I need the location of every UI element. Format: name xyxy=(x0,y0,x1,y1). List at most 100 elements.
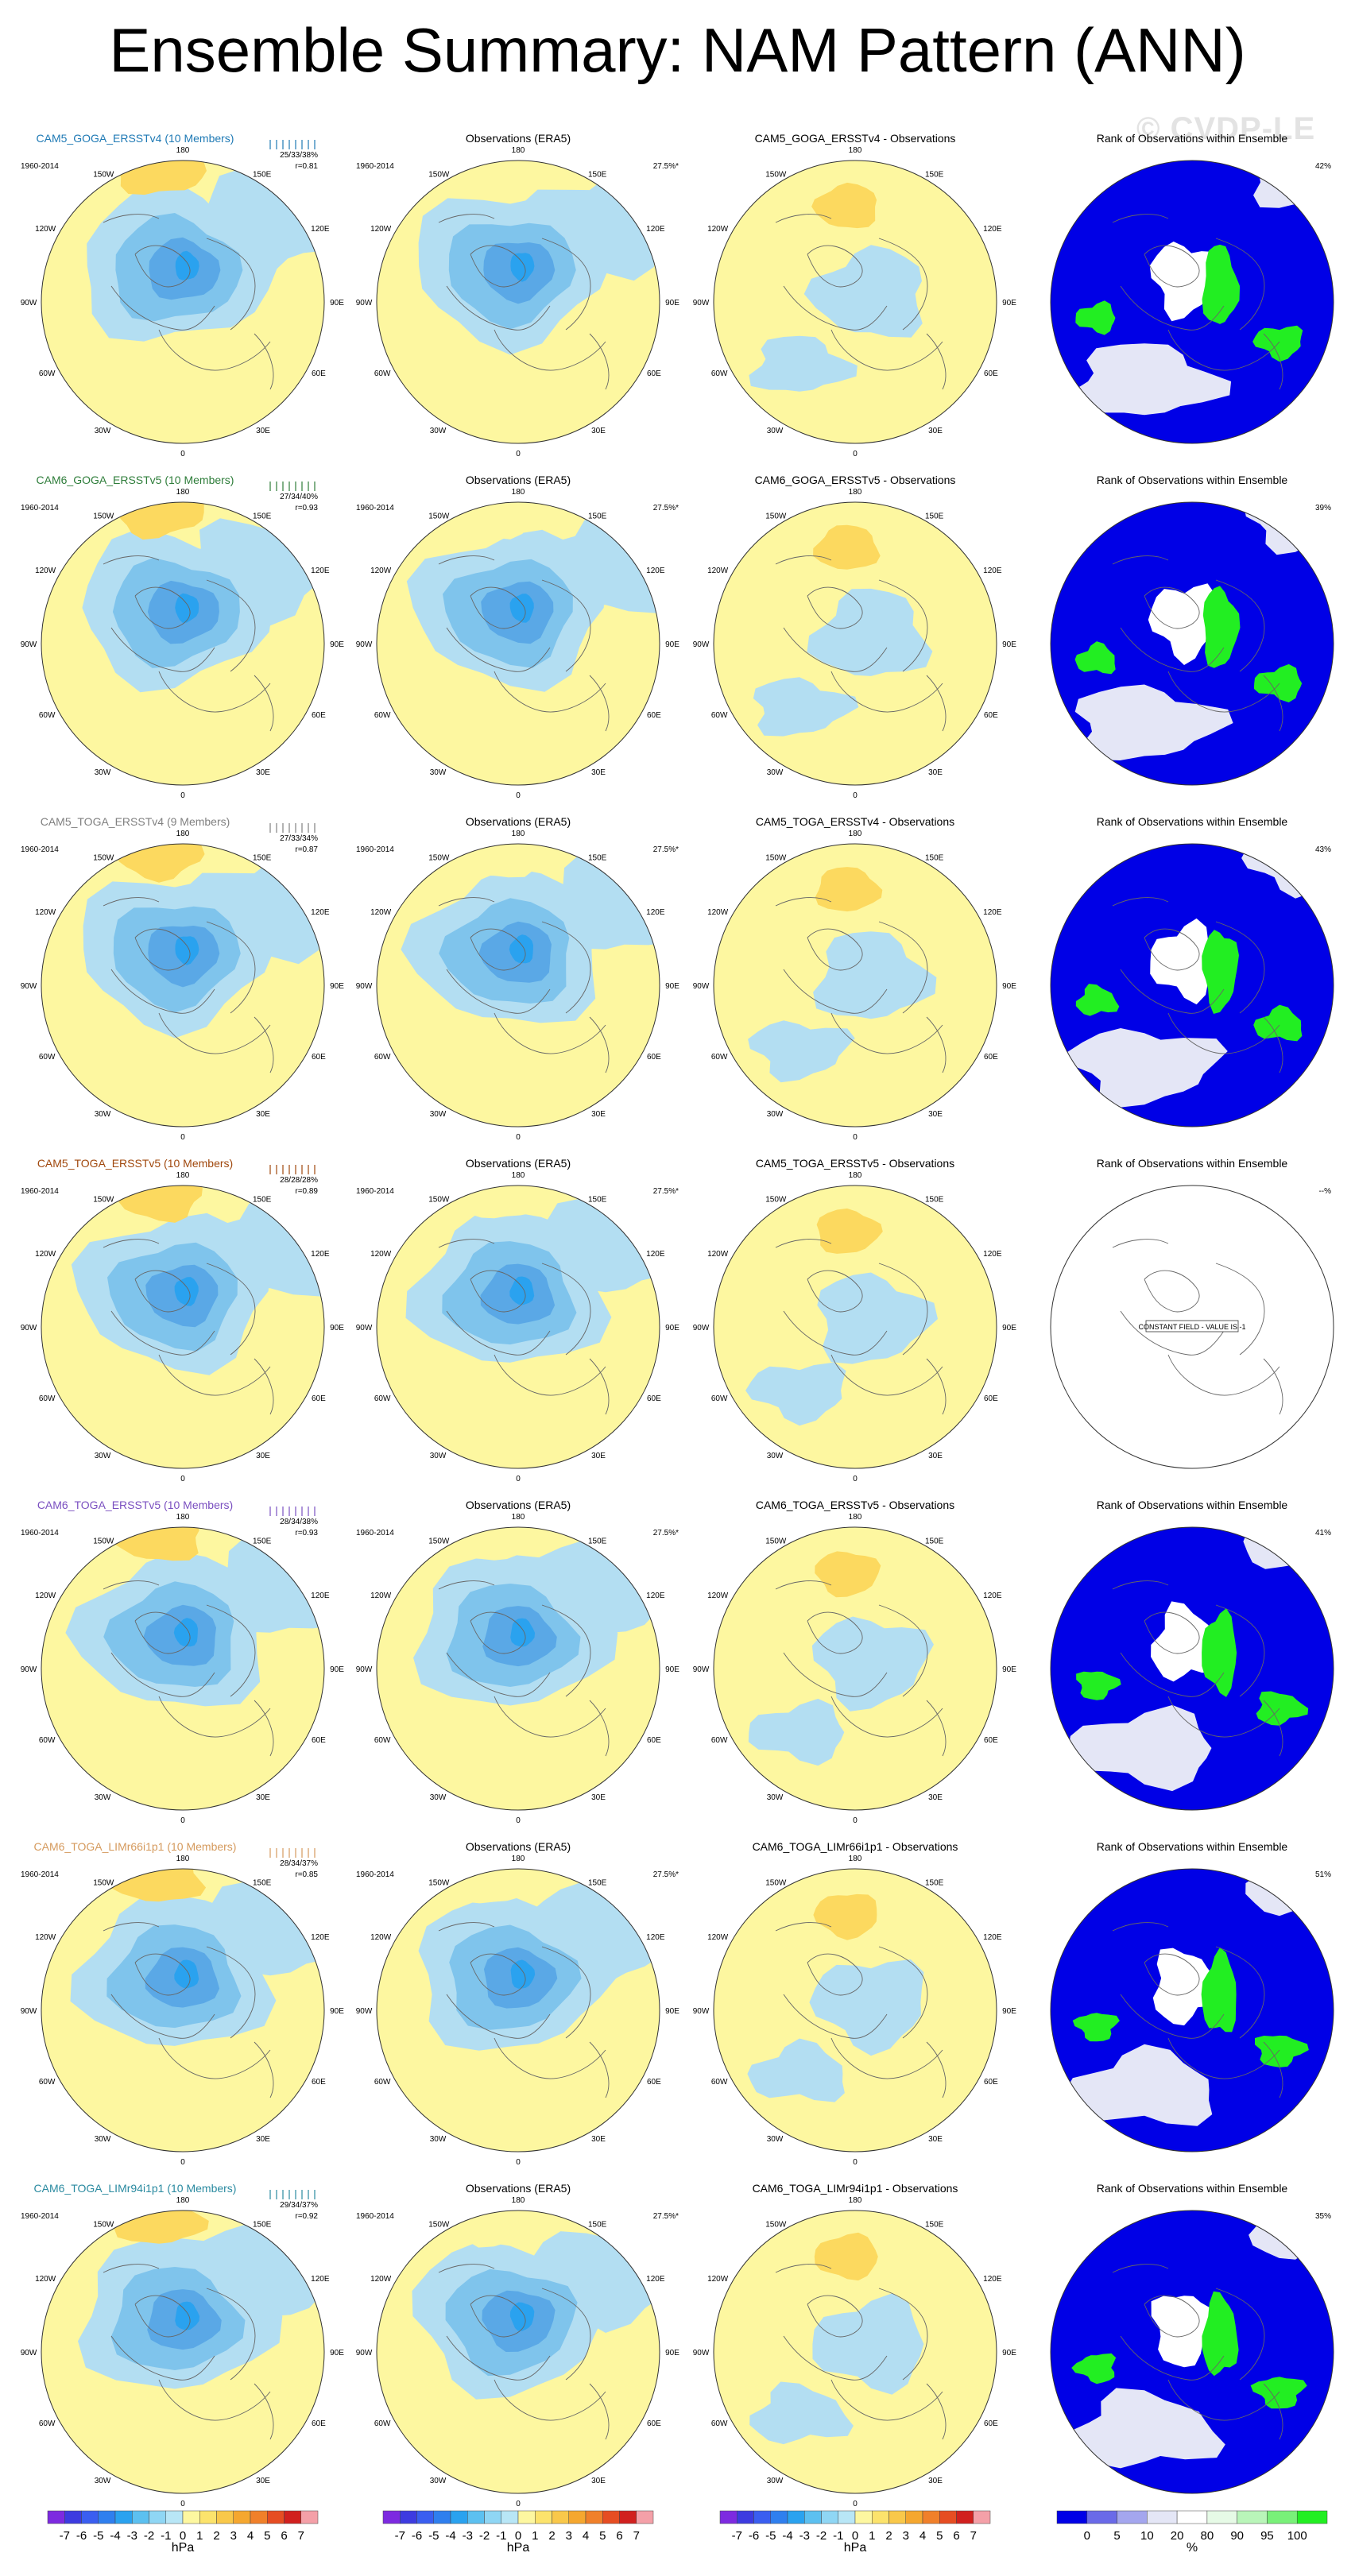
lon-label: 90W xyxy=(21,2007,37,2016)
model-panel: 180 150W 150E 120W 120E 90W 90E 60W 60E 30W 30E 0 19… xyxy=(16,1152,350,1486)
lon-label: 150W xyxy=(765,1195,787,1204)
colorbar-tick: 100 xyxy=(1287,2529,1307,2543)
colorbar-swatch xyxy=(98,2510,116,2524)
lon-label: 150E xyxy=(253,853,272,862)
lon-label: 120E xyxy=(983,1933,1002,1942)
obs-title: Observations (ERA5) xyxy=(465,1499,571,1511)
lon-label: 90W xyxy=(356,1324,373,1332)
lon-label: 120W xyxy=(707,225,729,234)
lon-label: 90E xyxy=(330,982,344,991)
model-title: CAM6_TOGA_LIMr66i1p1 (10 Members) xyxy=(33,1840,237,1853)
colorbar-swatch xyxy=(804,2510,822,2524)
lon-label: 60E xyxy=(312,711,326,720)
pattern-stats: 28/34/38% xyxy=(280,1518,318,1526)
lon-label: 30E xyxy=(256,2477,270,2485)
colorbar-tick: 0 xyxy=(180,2529,186,2543)
diff-title: CAM5_GOGA_ERSSTv4 - Observations xyxy=(754,132,956,145)
map-field xyxy=(377,502,660,785)
lon-label: 0 xyxy=(180,450,185,458)
rank-pct: 51% xyxy=(1314,1870,1331,1879)
colorbar-tick: 1 xyxy=(532,2529,538,2543)
diff-panel: 180 150W 150E 120W 120E 90W 90E 60W 60E 30W 30E 0 CA… xyxy=(688,2177,1022,2511)
lon-label: 120E xyxy=(983,1592,1002,1600)
diff-panel: 180 150W 150E 120W 120E 90W 90E 60W 60E 30W 30E 0 CA… xyxy=(688,127,1022,461)
lon-label: 60W xyxy=(374,369,391,378)
lon-label: 120E xyxy=(311,908,330,917)
rank-field xyxy=(1051,2210,1334,2493)
lon-label: 180 xyxy=(849,830,862,838)
rank-panel: 39% Rank of Observations within Ensemble xyxy=(1025,469,1355,803)
lon-label: 90W xyxy=(693,2007,710,2016)
colorbar-swatch xyxy=(114,2510,133,2524)
colorbar-tick: 95 xyxy=(1260,2529,1274,2543)
lon-label: 30E xyxy=(928,1110,943,1119)
colorbar-swatch xyxy=(872,2510,889,2524)
colorbar-tick: 6 xyxy=(281,2529,287,2543)
rank-panel: 35% Rank of Observations within Ensemble xyxy=(1025,2177,1355,2511)
colorbar-swatch xyxy=(619,2510,637,2524)
lon-label: 60W xyxy=(39,1394,56,1403)
colorbar-tick: 6 xyxy=(953,2529,959,2543)
model-panel: 180 150W 150E 120W 120E 90W 90E 60W 60E 30W 30E 0 19… xyxy=(16,469,350,803)
lon-label: 150E xyxy=(588,2220,607,2229)
map-field xyxy=(41,1186,324,1468)
lon-label: 120W xyxy=(370,225,392,234)
lon-label: 120E xyxy=(311,225,330,234)
lon-label: 30E xyxy=(591,2135,606,2144)
colorbar-swatch xyxy=(250,2510,268,2524)
member-ticks xyxy=(269,1165,316,1174)
lon-label: 150E xyxy=(253,170,272,179)
rank-title: Rank of Observations within Ensemble xyxy=(1096,1499,1288,1511)
lon-label: 120W xyxy=(707,908,729,917)
lon-label: 60E xyxy=(647,1394,661,1403)
lon-label: 0 xyxy=(853,450,858,458)
colorbar-swatch xyxy=(284,2510,301,2524)
lon-label: 150W xyxy=(428,170,450,179)
lon-label: 150E xyxy=(588,1195,607,1204)
lon-label: 60W xyxy=(39,2419,56,2428)
lon-label: 180 xyxy=(512,1513,525,1522)
lon-label: 150W xyxy=(765,1537,787,1545)
period-label: 1960-2014 xyxy=(356,845,394,854)
colorbar-swatch xyxy=(636,2510,654,2524)
lon-label: 60W xyxy=(39,711,56,720)
map-field xyxy=(377,1869,660,2152)
colorbar-tick: -6 xyxy=(76,2529,87,2543)
lon-label: 0 xyxy=(516,1816,521,1825)
lon-label: 60E xyxy=(984,1736,998,1745)
member-ticks xyxy=(269,823,316,833)
colorbar-tick: 3 xyxy=(566,2529,572,2543)
lon-label: 150E xyxy=(925,1537,944,1545)
lon-label: 90E xyxy=(665,1324,679,1332)
colorbar-swatch xyxy=(1237,2510,1268,2524)
lon-label: 60E xyxy=(647,1053,661,1062)
lon-label: 30W xyxy=(430,1452,447,1460)
lon-label: 120E xyxy=(646,2275,665,2284)
colorbar-swatch xyxy=(1147,2510,1178,2524)
lon-label: 0 xyxy=(516,791,521,800)
colorbar-swatch xyxy=(568,2510,587,2524)
period-label: 1960-2014 xyxy=(21,1870,59,1879)
colorbar-swatch xyxy=(267,2510,285,2524)
obs-panel: 180 150W 150E 120W 120E 90W 90E 60W 60E 30W 30E 0 19… xyxy=(351,469,685,803)
colorbar-swatch xyxy=(165,2510,184,2524)
colorbar-tick: 5 xyxy=(1113,2529,1120,2543)
member-ticks xyxy=(269,1507,316,1516)
lon-label: 120W xyxy=(35,567,56,575)
colorbar-swatch xyxy=(216,2510,234,2524)
colorbar-tick: 0 xyxy=(515,2529,521,2543)
colorbar-swatch xyxy=(182,2510,200,2524)
lon-label: 0 xyxy=(853,1475,858,1483)
lon-label: 120W xyxy=(707,1592,729,1600)
lon-label: 90E xyxy=(1002,299,1016,307)
lon-label: 120E xyxy=(646,567,665,575)
lon-label: 150W xyxy=(765,170,787,179)
lon-label: 120W xyxy=(370,908,392,917)
colorbar-swatch xyxy=(433,2510,451,2524)
lon-label: 0 xyxy=(853,1816,858,1825)
model-title: CAM5_TOGA_ERSSTv4 (9 Members) xyxy=(40,815,230,828)
lon-label: 30W xyxy=(430,1110,447,1119)
rank-field xyxy=(1051,502,1334,785)
constant-field-label: CONSTANT FIELD - VALUE IS -1 xyxy=(1138,1323,1245,1331)
lon-label: 30E xyxy=(256,2135,270,2144)
